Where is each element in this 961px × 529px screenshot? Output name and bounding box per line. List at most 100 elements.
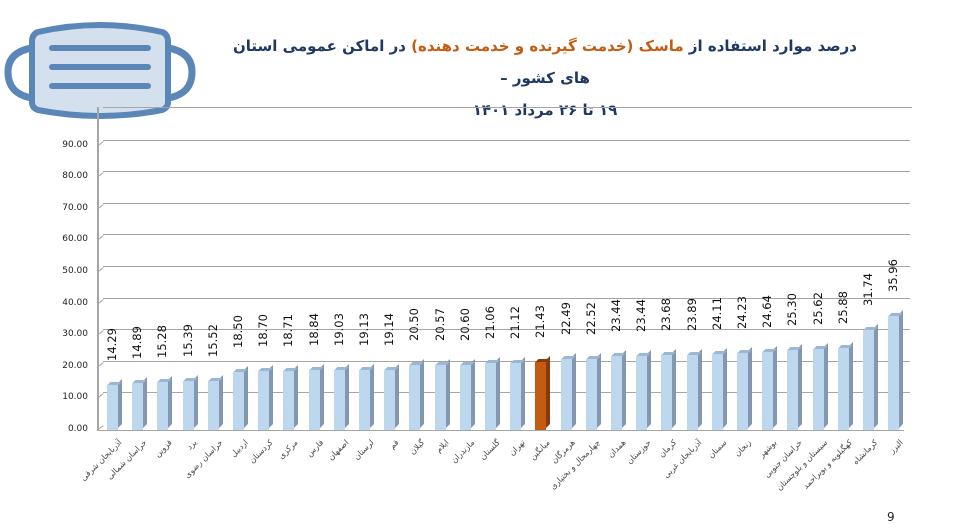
title-text: درصد موارد استفاده از (683, 37, 857, 55)
bar-front (611, 355, 622, 430)
gridline (103, 139, 910, 141)
bar-front (636, 355, 648, 430)
bar-front (384, 369, 396, 430)
category-label: ایلام (434, 438, 451, 455)
category-label: گیلان (407, 438, 426, 457)
value-label: 18.71 (281, 313, 296, 347)
value-label: 21.06 (483, 306, 497, 340)
bar-front (107, 384, 118, 430)
category-label: قم (387, 438, 401, 451)
bar-side (823, 343, 828, 428)
bar-top (359, 366, 374, 370)
bar-side (521, 357, 526, 428)
category-label: چهارمحال و بختیاری (548, 438, 603, 492)
value-label: 35.96 (886, 259, 901, 293)
value-label: 19.14 (382, 312, 397, 346)
value-label: 14.89 (130, 326, 145, 359)
bar (132, 376, 148, 430)
y-tick-label: 80.00 (62, 171, 88, 182)
value-label: 31.74 (861, 272, 875, 306)
gridline (103, 171, 910, 173)
bar-front (359, 369, 370, 430)
gridline (103, 266, 910, 267)
bar-side (445, 358, 450, 428)
bar-side (546, 356, 551, 428)
bar-side (899, 310, 904, 428)
bar (787, 344, 803, 430)
value-label: 23.89 (684, 297, 699, 331)
bar (585, 352, 601, 430)
chart-title: درصد موارد استفاده از ماسک (خدمت گیرنده … (220, 30, 870, 126)
bar (737, 347, 752, 430)
bar (661, 349, 677, 430)
bar-front (837, 348, 849, 430)
category-label: مرکزی (277, 438, 300, 461)
bar-top (233, 368, 248, 372)
bar (182, 375, 198, 430)
category-label: مازندران (449, 438, 477, 465)
bar-front (258, 370, 270, 430)
gridline (103, 360, 910, 362)
bar-side (571, 352, 576, 428)
bar (409, 359, 425, 430)
bar-side (269, 364, 274, 428)
value-label: 18.84 (306, 313, 321, 347)
bar (535, 356, 551, 430)
gridline (103, 234, 910, 236)
category-label: لرستان (351, 438, 376, 462)
bar-front (510, 363, 522, 430)
title-highlight: ماسک (خدمت گیرنده و خدمت دهنده) (411, 37, 684, 55)
value-label: 18.50 (231, 314, 245, 348)
bar-front (787, 350, 799, 430)
bar-front (459, 364, 471, 430)
bar-side (168, 375, 173, 428)
value-label: 23.44 (634, 298, 649, 332)
bar-side (848, 342, 853, 428)
category-label: خوزستان (624, 438, 653, 466)
value-label: 22.49 (558, 301, 573, 335)
y-tick-label: 90.00 (62, 139, 88, 150)
value-label: 21.43 (533, 305, 548, 339)
value-label: 15.28 (155, 324, 170, 358)
bar-front (308, 370, 320, 430)
bar-side (496, 357, 500, 428)
bar-side (193, 375, 198, 428)
bar-top (687, 351, 702, 355)
bar-front (812, 349, 824, 430)
bar (283, 364, 299, 430)
chart-title-line2: ۱۹ تا ۲۶ مرداد ۱۴۰۱ (472, 101, 618, 119)
value-label: 15.52 (205, 324, 220, 357)
bar-front (737, 353, 748, 430)
category-label: زنجان (733, 438, 754, 459)
bar (384, 363, 400, 430)
bar (636, 349, 652, 430)
y-tick-label: 60.00 (62, 234, 88, 245)
bar (459, 358, 475, 430)
face-mask-icon (4, 22, 196, 119)
bar-side (647, 349, 652, 428)
bar (812, 343, 828, 430)
bar-side (874, 323, 878, 428)
category-label: همدان (606, 438, 628, 460)
bar-front (863, 329, 874, 430)
bar (711, 347, 727, 430)
value-label: 15.39 (180, 324, 195, 358)
page-number: 9 (887, 510, 895, 524)
bar-front (888, 316, 900, 430)
bar-side (344, 363, 349, 428)
bar-front (762, 352, 774, 430)
bar (611, 349, 626, 430)
y-tick-label: 0.00 (67, 424, 88, 434)
category-label: کهگیلویه و بویراحمد (801, 438, 855, 491)
value-label: 21.12 (508, 306, 523, 340)
bar-front (157, 381, 169, 430)
bar-top (561, 355, 576, 359)
value-label: 19.13 (357, 312, 371, 346)
bar (888, 310, 904, 430)
bar-side (420, 359, 425, 428)
bar-side (748, 347, 752, 428)
bar (510, 357, 526, 430)
bar-side (722, 347, 727, 428)
bar-side (395, 363, 400, 428)
value-label: 24.23 (735, 296, 749, 330)
